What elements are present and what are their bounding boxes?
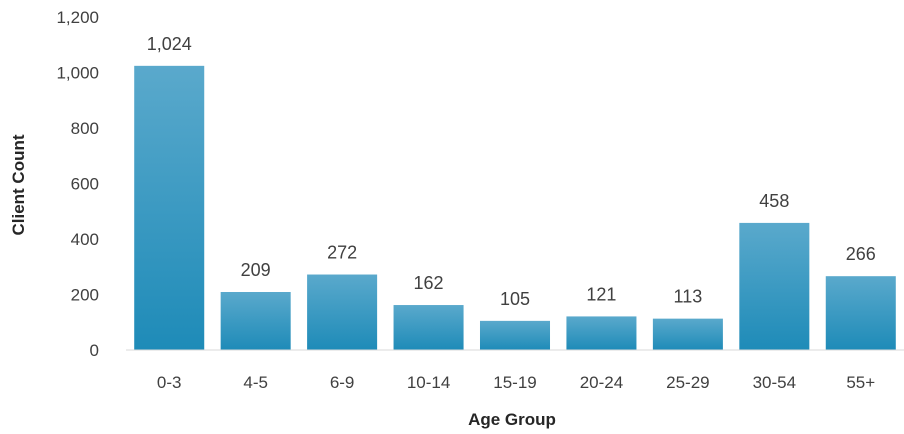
y-axis-ticks: 0 200 400 600 800 1,000 1,200 [56, 8, 99, 360]
y-tick-label: 600 [71, 175, 99, 194]
x-tick-label: 30-54 [753, 373, 796, 392]
x-tick-label: 55+ [846, 373, 875, 392]
x-tick-label: 4-5 [243, 373, 268, 392]
bar [307, 274, 378, 350]
bar [566, 316, 637, 350]
x-tick-label: 15-19 [493, 373, 536, 392]
bar [220, 292, 291, 350]
data-label: 162 [414, 273, 444, 293]
data-label: 266 [846, 244, 876, 264]
y-tick-label: 1,200 [56, 8, 99, 27]
data-label: 113 [674, 287, 703, 307]
x-tick-label: 6-9 [330, 373, 355, 392]
bars [134, 65, 896, 350]
bar [134, 65, 205, 350]
x-tick-label: 20-24 [580, 373, 623, 392]
y-tick-label: 800 [71, 119, 99, 138]
data-label: 272 [327, 243, 357, 263]
data-label: 458 [759, 191, 789, 211]
bar [652, 318, 723, 350]
bar [825, 276, 896, 350]
x-axis-title: Age Group [468, 410, 556, 429]
bar [739, 222, 810, 350]
x-tick-label: 0-3 [157, 373, 182, 392]
x-tick-label: 10-14 [407, 373, 450, 392]
x-tick-label: 25-29 [666, 373, 709, 392]
y-tick-label: 0 [90, 341, 99, 360]
y-tick-label: 400 [71, 230, 99, 249]
y-tick-label: 200 [71, 286, 99, 305]
bar [393, 305, 464, 350]
y-axis-title: Client Count [9, 134, 28, 235]
bar [479, 320, 551, 350]
data-label: 105 [500, 289, 530, 309]
x-axis-ticks: 0-3 4-5 6-9 10-14 15-19 20-24 25-29 30-54 55+ [157, 373, 875, 392]
data-label: 1,024 [147, 34, 192, 54]
data-labels: 1,024 209 272 162 105 121 113 458 266 [147, 34, 876, 309]
data-label: 121 [586, 284, 616, 304]
data-label: 209 [241, 260, 271, 280]
y-tick-label: 1,000 [56, 64, 99, 83]
